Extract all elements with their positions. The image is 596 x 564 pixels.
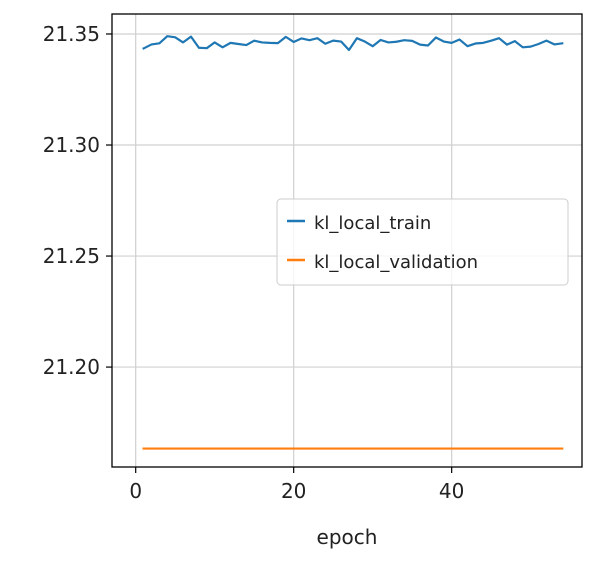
x-axis-label: epoch [317, 525, 378, 549]
legend-label: kl_local_validation [314, 252, 478, 273]
y-axis-ticks: 21.20 21.25 21.30 21.35 [43, 22, 112, 379]
legend: kl_local_train kl_local_validation [276, 198, 569, 286]
y-tick-label: 21.30 [43, 133, 100, 157]
series-line-kl-local-train [142, 35, 564, 52]
x-axis-ticks: 0 20 40 [129, 467, 464, 503]
x-tick-label: 20 [281, 479, 306, 503]
y-tick-label: 21.25 [43, 244, 100, 268]
series-group [142, 35, 564, 450]
x-tick-label: 40 [439, 479, 464, 503]
y-tick-label: 21.20 [43, 355, 100, 379]
x-tick-label: 0 [129, 479, 142, 503]
legend-label: kl_local_train [314, 213, 431, 234]
legend-box [276, 198, 569, 286]
plot-frame [111, 13, 583, 468]
y-tick-label: 21.35 [43, 22, 100, 46]
